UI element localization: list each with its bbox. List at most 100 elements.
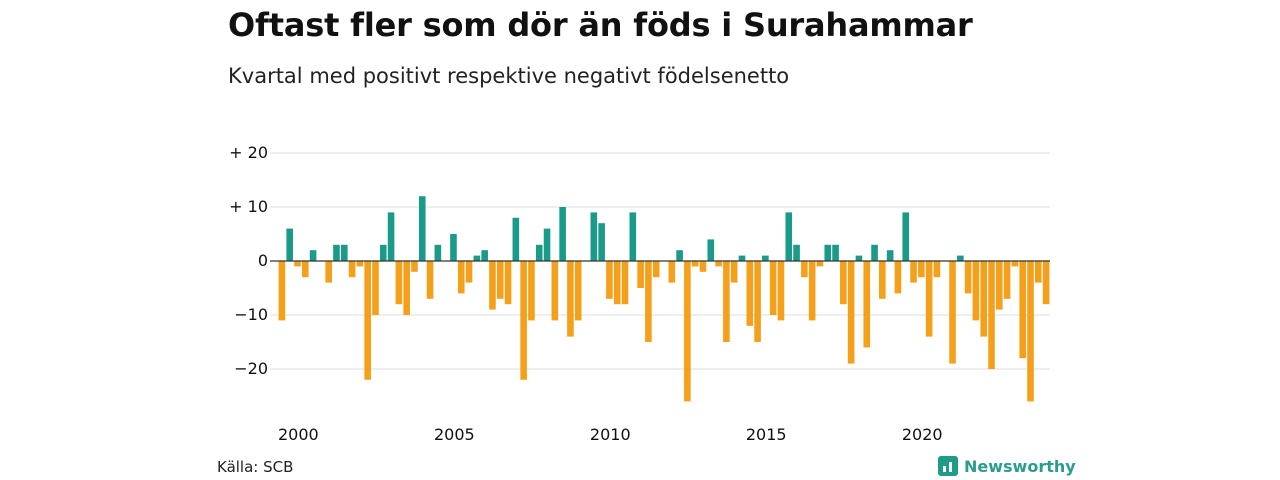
bar bbox=[785, 212, 793, 261]
y-tick-label: −20 bbox=[234, 359, 268, 378]
bar bbox=[676, 250, 683, 261]
bar bbox=[613, 261, 621, 305]
bar bbox=[629, 212, 637, 261]
bar bbox=[637, 261, 644, 288]
y-tick-label: −10 bbox=[234, 305, 268, 324]
bar bbox=[980, 261, 988, 337]
bar bbox=[1019, 261, 1027, 359]
x-tick-label: 2015 bbox=[746, 425, 787, 444]
y-tick-label: 0 bbox=[258, 251, 268, 270]
bar bbox=[964, 261, 972, 294]
x-tick-label: 2000 bbox=[278, 425, 319, 444]
bar bbox=[457, 261, 465, 294]
bar bbox=[278, 261, 286, 321]
bar bbox=[691, 261, 699, 267]
bar bbox=[512, 217, 520, 261]
grid-lines bbox=[270, 152, 1050, 370]
bar bbox=[699, 261, 707, 272]
bar bbox=[668, 261, 676, 283]
bar bbox=[340, 244, 348, 261]
bar bbox=[894, 261, 902, 294]
bar bbox=[504, 261, 512, 305]
bar bbox=[379, 244, 387, 261]
bar bbox=[403, 261, 410, 315]
bar bbox=[840, 261, 847, 305]
bar bbox=[1035, 261, 1042, 283]
bar bbox=[574, 261, 582, 321]
bar bbox=[465, 261, 473, 283]
bar bbox=[801, 261, 808, 278]
bar bbox=[606, 261, 613, 299]
bar bbox=[684, 261, 691, 402]
bar bbox=[543, 228, 551, 261]
bar bbox=[496, 261, 504, 299]
x-tick-label: 2020 bbox=[902, 425, 943, 444]
bar bbox=[816, 261, 824, 267]
bar bbox=[294, 261, 301, 267]
bar bbox=[286, 228, 293, 261]
bar bbox=[418, 196, 426, 261]
bar bbox=[450, 234, 457, 261]
newsworthy-logo-icon bbox=[938, 456, 958, 476]
x-tick-label: 2005 bbox=[434, 425, 475, 444]
bar bbox=[1003, 261, 1011, 299]
bar bbox=[707, 239, 715, 261]
bar bbox=[863, 261, 871, 348]
bar bbox=[356, 261, 364, 267]
bar bbox=[621, 261, 629, 305]
bar bbox=[925, 261, 933, 337]
chart-subtitle: Kvartal med positivt respektive negativt… bbox=[228, 64, 790, 88]
bar bbox=[325, 261, 332, 283]
x-axis: 2000 2005 2010 2015 2020 bbox=[278, 425, 943, 444]
bar bbox=[364, 261, 371, 380]
bar bbox=[528, 261, 535, 321]
bar bbox=[348, 261, 356, 278]
bars bbox=[278, 196, 1050, 402]
bar bbox=[886, 250, 894, 261]
bar bbox=[777, 261, 785, 321]
bar bbox=[645, 261, 652, 342]
bar bbox=[730, 261, 738, 283]
bar bbox=[411, 261, 418, 272]
y-tick-label: + 20 bbox=[229, 143, 268, 162]
bar bbox=[918, 261, 925, 278]
bar bbox=[769, 261, 777, 315]
bar bbox=[1011, 261, 1019, 267]
brand-name: Newsworthy bbox=[964, 456, 1076, 476]
bar bbox=[824, 244, 832, 261]
bar bbox=[855, 255, 863, 261]
bar bbox=[590, 212, 598, 261]
bar bbox=[933, 261, 941, 278]
bar bbox=[481, 250, 488, 261]
bar bbox=[535, 244, 543, 261]
bar bbox=[1027, 261, 1034, 402]
bar bbox=[832, 244, 839, 261]
bar bbox=[426, 261, 434, 299]
bar bbox=[793, 244, 800, 261]
bar bbox=[754, 261, 761, 342]
brand-logo: Newsworthy bbox=[938, 456, 1076, 476]
bar bbox=[762, 255, 769, 261]
y-axis: + 20 + 10 0 −10 −20 bbox=[229, 143, 268, 378]
bar bbox=[996, 261, 1003, 310]
bar bbox=[879, 261, 886, 299]
bar bbox=[1042, 261, 1050, 305]
bar bbox=[567, 261, 574, 337]
bar bbox=[957, 255, 964, 261]
bar bbox=[988, 261, 995, 369]
bar bbox=[738, 255, 746, 261]
bar bbox=[972, 261, 980, 321]
bar bbox=[372, 261, 379, 315]
bar bbox=[387, 212, 395, 261]
bar bbox=[301, 261, 309, 278]
bar bbox=[559, 207, 566, 261]
bar bbox=[520, 261, 527, 380]
x-tick-label: 2010 bbox=[590, 425, 631, 444]
bar bbox=[333, 244, 340, 261]
source-note: Källa: SCB bbox=[217, 458, 294, 476]
bar bbox=[847, 261, 855, 364]
bar bbox=[871, 244, 878, 261]
bar bbox=[949, 261, 956, 364]
bar bbox=[598, 223, 605, 261]
